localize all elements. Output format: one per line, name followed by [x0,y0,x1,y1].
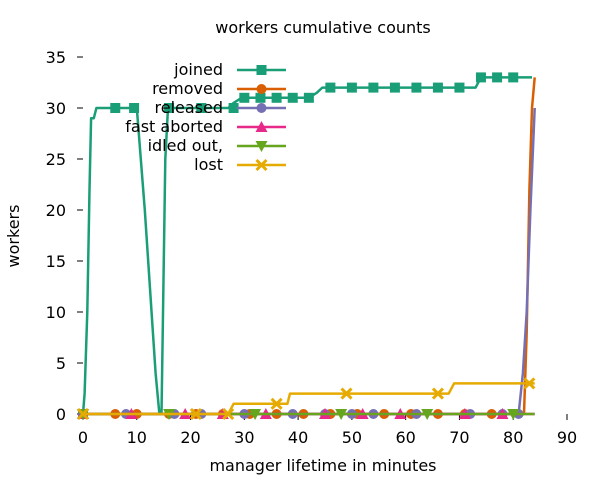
data-point-joined [508,72,519,83]
legend-label: idled out, [148,136,223,155]
legend-marker [256,103,267,113]
y-tick-label: 20 [46,201,66,220]
x-axis-label: manager lifetime in minutes [209,456,436,475]
data-point-joined [368,82,379,93]
data-point-joined [271,92,282,103]
x-tick-label: 0 [78,428,88,447]
data-point-joined [475,72,486,83]
legend-item-released: released [155,98,286,117]
data-point-joined [346,82,357,93]
data-point-lost [189,407,202,421]
legend-item-fast-aborted: fast aborted [125,117,286,136]
y-tick-label: 5 [56,354,66,373]
data-point-lost [523,377,536,390]
data-point-lost [340,387,353,400]
y-axis-ticks: 0 5 10 15 20 25 30 35 [46,48,83,424]
data-point-joined [389,82,400,93]
series-released [78,107,536,419]
legend-item-lost: lost [194,155,286,174]
series-joined [78,72,532,419]
data-point-joined [492,72,503,83]
data-point-joined [303,92,314,103]
data-point-joined [454,82,465,93]
series-layer [76,72,536,421]
legend-label: fast aborted [125,117,223,136]
x-tick-label: 80 [503,428,523,447]
x-tick-label: 20 [180,428,200,447]
y-tick-label: 30 [46,99,66,118]
y-tick-label: 0 [56,405,66,424]
data-point-joined [110,103,121,113]
data-point-joined [196,103,207,113]
x-tick-label: 40 [288,428,308,447]
series-lost [76,377,536,421]
legend-label: joined [173,60,223,79]
data-point-joined [325,82,336,93]
data-point-joined [129,103,140,113]
data-point-idled-out [421,409,434,420]
data-point-joined [411,82,422,93]
legend-label: removed [152,79,223,98]
y-tick-label: 35 [46,48,66,67]
data-point-lost [270,397,283,410]
legend-item-idled-out: idled out, [148,136,286,155]
x-tick-label: 70 [449,428,469,447]
legend-marker [255,141,268,152]
data-point-joined [432,82,443,93]
y-tick-label: 10 [46,303,66,322]
series-line-joined [81,76,532,416]
legend-marker [256,65,267,75]
data-point-joined [239,92,250,103]
legend-item-removed: removed [152,79,286,98]
x-tick-label: 90 [557,428,577,447]
x-tick-label: 60 [395,428,415,447]
data-point-idled-out [249,409,262,420]
x-tick-label: 50 [342,428,362,447]
legend-marker [255,121,268,132]
chart-title: workers cumulative counts [215,18,431,37]
y-tick-label: 15 [46,252,66,271]
data-point-joined [255,92,266,103]
data-point-lost [431,387,444,400]
data-point-joined [228,103,239,113]
data-point-lost [76,407,90,421]
x-tick-label: 10 [127,428,147,447]
data-point-idled-out [507,409,520,420]
legend-label: lost [194,155,223,174]
series-line-lost [83,382,535,416]
legend-item-joined: joined [173,60,286,79]
legend-marker [256,84,267,94]
data-point-joined [164,103,175,113]
legend-label: released [155,98,224,117]
x-tick-label: 30 [234,428,254,447]
data-point-joined [287,92,298,103]
y-axis-label: workers [4,205,23,268]
legend-marker [255,158,268,172]
data-point-idled-out [335,409,348,420]
y-tick-label: 25 [46,150,66,169]
data-point-lost [222,407,235,421]
